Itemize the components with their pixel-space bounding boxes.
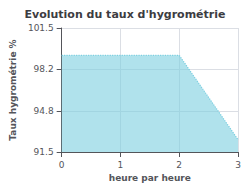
svg-text:Evolution du taux d'hygrométri: Evolution du taux d'hygrométrie bbox=[25, 8, 226, 21]
svg-text:3: 3 bbox=[235, 160, 241, 170]
svg-text:1: 1 bbox=[118, 160, 124, 170]
svg-text:2: 2 bbox=[176, 160, 182, 170]
svg-text:Taux hygrométrie %: Taux hygrométrie % bbox=[8, 39, 18, 140]
svg-text:94.8: 94.8 bbox=[34, 106, 54, 116]
svg-text:98.2: 98.2 bbox=[34, 64, 54, 74]
svg-text:91.5: 91.5 bbox=[34, 147, 54, 157]
svg-text:0: 0 bbox=[59, 160, 65, 170]
svg-text:101.5: 101.5 bbox=[28, 23, 54, 33]
svg-text:heure par heure: heure par heure bbox=[109, 173, 191, 183]
